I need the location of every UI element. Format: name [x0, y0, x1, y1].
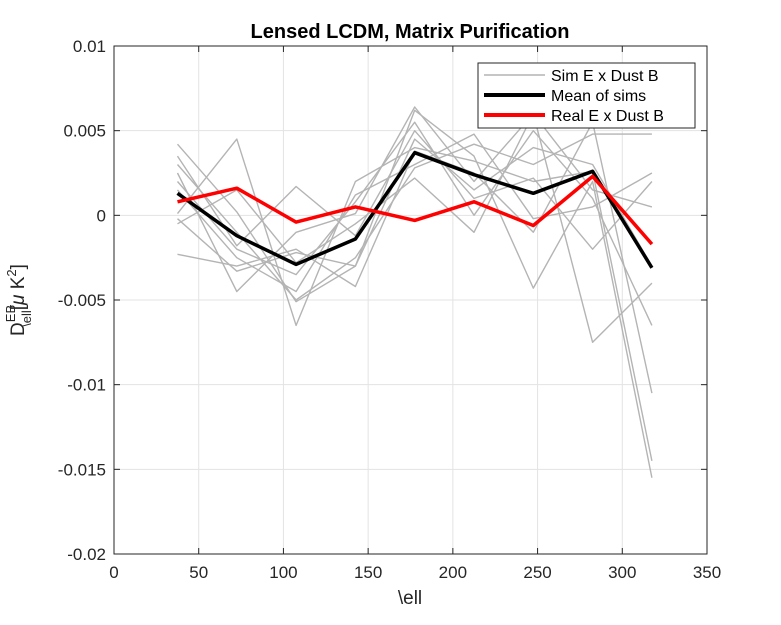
- y-tick-label: -0.005: [58, 291, 106, 310]
- legend-label-sim: Sim E x Dust B: [551, 68, 659, 85]
- x-tick-label: 0: [109, 563, 118, 582]
- y-axis-label-open: [: [8, 304, 29, 310]
- main-lines: [176, 150, 654, 269]
- y-tick-label: -0.02: [67, 545, 106, 564]
- mean-series-line: [176, 150, 654, 269]
- y-axis-label-base: D: [8, 322, 29, 336]
- x-tick-label: 350: [693, 563, 721, 582]
- x-tick-label: 300: [608, 563, 636, 582]
- svg-text:DEB\ell[μ K2]: DEB\ell[μ K2]: [3, 264, 34, 336]
- legend: Sim E x Dust B Mean of sims Real E x Dus…: [477, 62, 696, 129]
- y-axis-label-sup: EB: [3, 305, 18, 322]
- legend-label-real: Real E x Dust B: [551, 108, 664, 125]
- x-axis-label: \ell: [398, 588, 422, 609]
- y-tick-label: 0.01: [73, 37, 106, 56]
- real-series-line: [177, 174, 654, 246]
- sim-series-line: [176, 133, 653, 293]
- ticks: [113, 45, 708, 555]
- y-axis-label-mu: μ: [8, 294, 29, 306]
- y-tick-label: -0.01: [67, 376, 106, 395]
- y-axis-label: DEB\ell[μ K2]: [3, 264, 34, 336]
- x-tick-label: 50: [189, 563, 208, 582]
- y-tick-label: -0.015: [58, 460, 106, 479]
- chart-title: Lensed LCDM, Matrix Purification: [251, 21, 570, 43]
- sim-series-line: [176, 109, 653, 478]
- sim-series-line: [176, 121, 653, 326]
- sim-series-line: [177, 138, 653, 272]
- x-tick-label: 150: [354, 563, 382, 582]
- y-axis-label-unit-sup: 2: [4, 269, 19, 276]
- sim-series-line: [176, 129, 653, 250]
- x-tick-label: 200: [439, 563, 467, 582]
- sim-series-line: [176, 133, 652, 301]
- sim-series-line: [177, 112, 653, 264]
- x-tick-label: 100: [269, 563, 297, 582]
- y-axis-label-close: ]: [8, 264, 29, 269]
- legend-label-mean: Mean of sims: [551, 88, 646, 105]
- y-tick-label: 0.005: [63, 122, 106, 141]
- y-axis-label-unit: K: [8, 276, 29, 294]
- y-axis-label-sub: \ell: [19, 310, 34, 327]
- tick-labels: 0 50 100 150 200 250 300 350 -0.02 -0.015 -0.01 -0.…: [58, 37, 721, 582]
- x-tick-label: 250: [523, 563, 551, 582]
- y-tick-label: 0: [97, 206, 106, 225]
- sim-series-line: [176, 106, 653, 343]
